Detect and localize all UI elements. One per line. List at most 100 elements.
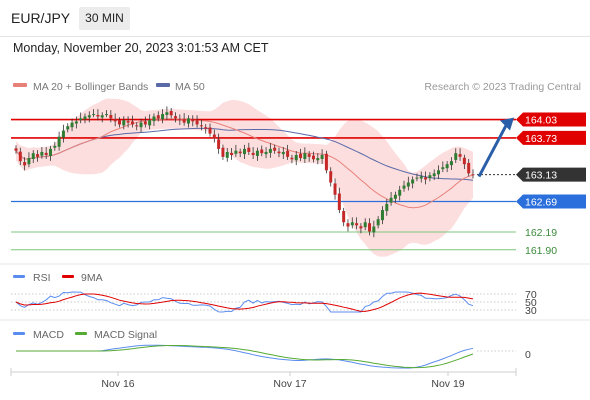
candle-body [467,162,471,174]
candle-body [419,176,423,179]
candle-body [87,115,91,118]
candle-body [117,120,121,125]
candle-body [355,223,359,226]
price-level-labels: 164.03 163.73 163.13 162.69 162.19 161.90 [516,112,586,257]
candle-body [337,193,341,211]
candle-body [186,118,190,124]
resistance-label-1-tag [516,112,586,127]
candle-body [74,121,78,124]
candle-body [273,147,277,151]
candle-body [18,151,22,162]
candle-body [238,151,242,154]
candle-body [217,139,221,149]
candle-body [268,148,272,153]
candle-body [178,119,182,121]
candle-body [372,226,376,233]
rsi-legend-swatch [13,275,25,278]
current-price-label-tag [516,167,586,182]
candle-body [40,151,44,156]
candle-body [53,145,57,148]
candle-body [251,152,255,156]
resistance-label-2-tag [516,130,586,145]
candle-body [277,151,281,154]
candle-body [311,155,315,160]
macd-legend-swatch [13,332,25,335]
candle-body [281,151,285,155]
ma50-legend-swatch [156,83,170,87]
candle-body [406,182,410,187]
x-tick-label: Nov 17 [273,378,306,390]
candle-body [402,185,406,189]
candle-body [260,149,264,154]
candle-body [156,115,160,119]
candle-body [454,153,458,160]
candle-body [385,203,389,211]
candle-body [303,153,307,159]
ma20-legend-swatch [13,83,27,87]
symbol-label: EUR/JPY [11,10,71,26]
macd-signal-line [16,345,474,369]
support-label-2: 161.90 [525,245,557,257]
timeframe-button[interactable]: 30 MIN [79,7,130,30]
candle-body [130,121,134,125]
x-tick-label: Nov 19 [431,378,464,390]
rsi-ma-legend-label: 9MA [81,272,103,284]
pivot-label-tag [516,194,586,209]
candle-body [23,162,27,166]
candle-body [135,125,139,127]
macd-signal-legend-swatch [75,332,87,335]
pivot-label-text: 162.69 [525,196,557,208]
resistance-label-1-text: 164.03 [525,115,557,127]
macd-legend-label: MACD [33,329,64,341]
timestamp: Monday, November 20, 2023 3:01:53 AM CET [13,41,269,55]
macd-panel [16,344,516,369]
candle-body [458,154,462,157]
candlesticks [14,106,475,238]
candle-body [66,126,70,130]
rsi-ma-legend-swatch [62,275,74,278]
candle-body [320,155,324,159]
candle-body [148,120,152,126]
candle-body [264,151,268,155]
candle-body [462,157,466,165]
rsi-level-label-50: 50 [525,297,537,309]
candle-body [152,116,156,122]
candle-body [247,147,251,152]
credit-text: Research © 2023 Trading Central [424,81,581,93]
candle-body [359,226,363,229]
macd-zero-label: 0 [525,349,531,361]
candle-body [204,127,208,129]
candle-body [333,183,337,195]
candle-body [243,148,246,155]
candle-body [437,170,441,175]
header-divider [0,36,590,37]
rsi-level-label-30: 30 [525,305,537,317]
candle-body [234,150,238,154]
candle-body [471,174,475,176]
candle-body [221,147,225,157]
candle-body [143,121,147,125]
candle-body [165,112,169,115]
candle-body [169,111,173,116]
candle-body [376,219,380,226]
candle-body [393,194,397,199]
candle-body [83,116,87,120]
moving-averages [15,118,474,209]
candle-body [286,150,290,157]
candle-body [105,114,109,116]
candle-body [57,136,61,147]
resistance-label-2-text: 163.73 [525,133,557,145]
candle-body [329,171,333,183]
bollinger-bands [16,98,473,257]
ma50-legend-label: MA 50 [175,81,205,93]
candle-body [212,134,216,139]
candle-body [92,114,96,116]
candle-body [79,118,83,121]
candle-body [380,210,384,221]
macd-line [16,344,474,369]
candle-body [122,120,126,126]
candle-body [113,119,117,122]
candle-body [441,167,445,170]
